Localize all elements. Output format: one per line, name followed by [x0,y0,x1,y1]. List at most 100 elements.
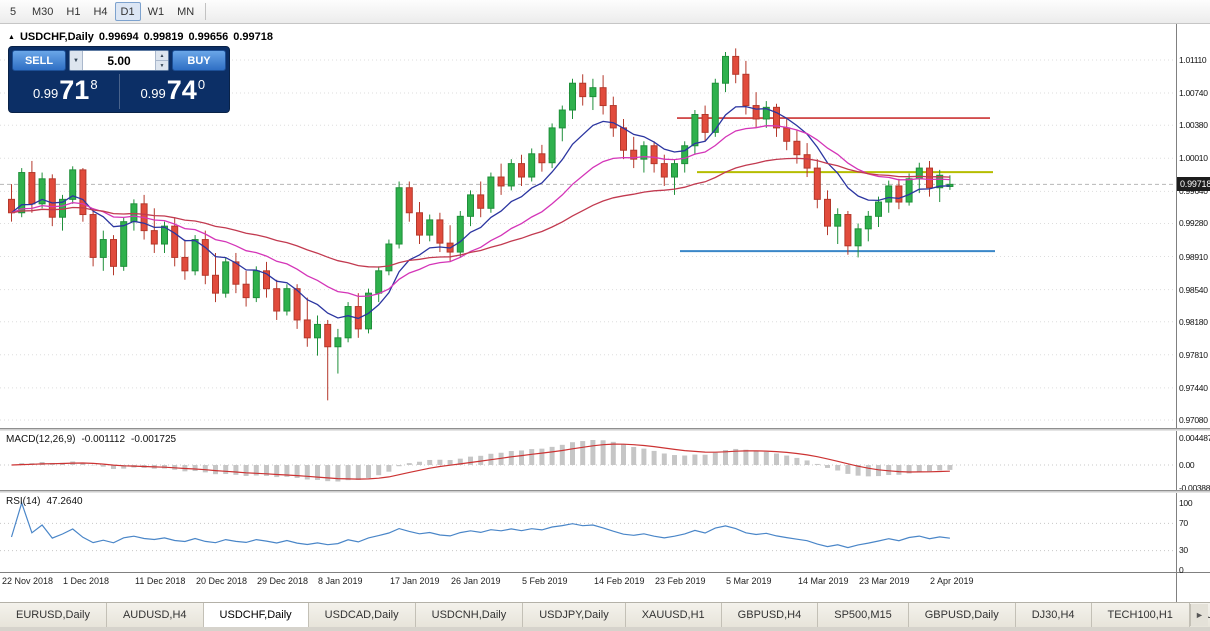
date-axis-label: 22 Nov 2018 [2,576,54,586]
price-axis-label: 1.00010 [1179,153,1208,163]
sell-button[interactable]: SELL [12,50,66,71]
sell-price-figure: 0.99 [32,86,59,101]
price-axis-label: 0.98540 [1179,285,1208,295]
chart-tab-USDCAD-Daily[interactable]: USDCAD,Daily [308,603,416,627]
buy-price-pips: 74 [166,75,197,105]
price-axis-label: 0.97080 [1179,415,1208,425]
price-axis-label: 0.98910 [1179,252,1208,262]
price-axis-label: 0.97440 [1179,383,1208,393]
price-axis-label: 1.00740 [1179,88,1208,98]
panel-divider[interactable] [0,428,1210,431]
timeframe-button-W1[interactable]: W1 [147,5,165,18]
chart-tab-AUDUSD-H4[interactable]: AUDUSD,H4 [106,603,204,627]
macd-axis-label: 0.004487 [1179,433,1210,443]
date-axis-label: 26 Jan 2019 [451,576,501,586]
rsi-line [10,501,950,549]
time-axis [0,572,1210,573]
volume-up-icon[interactable]: ▲ [156,51,168,61]
volume-spinner[interactable]: ▲ ▼ [155,51,168,70]
volume-down-icon[interactable]: ▼ [156,61,168,70]
ohlc-open: 0.99694 [98,31,139,43]
chart-tab-EURUSD-Daily[interactable]: EURUSD,Daily [0,603,107,627]
sell-price-pips: 71 [59,75,90,105]
rsi-indicator-chart[interactable] [0,493,1176,572]
buy-price-point: 0 [197,77,206,92]
date-axis-label: 14 Feb 2019 [594,576,645,586]
price-axis-label: 0.98180 [1179,317,1208,327]
volume-dropdown-icon[interactable]: ▼ [70,51,83,70]
rsi-value: 47.2640 [46,496,83,507]
date-axis-label: 2 Apr 2019 [930,576,974,586]
chart-title: ▲ USDCHF,Daily 0.99694 0.99819 0.99656 0… [8,31,273,43]
chart-tab-USDCHF-Daily[interactable]: USDCHF,Daily [203,603,309,627]
price-axis-label: 0.97810 [1179,350,1208,360]
chart-tab-DJ30-H4[interactable]: DJ30,H4 [1015,603,1092,627]
timeframe-button-5[interactable]: 5 [9,5,17,18]
buy-price[interactable]: 0.99 74 0 [118,74,227,109]
chart-tab-USDCNH-Daily[interactable]: USDCNH,Daily [415,603,524,627]
date-axis-label: 23 Feb 2019 [655,576,706,586]
chart-tab-GBPUSD-Daily[interactable]: GBPUSD,Daily [908,603,1016,627]
date-axis-label: 20 Dec 2018 [196,576,248,586]
chart-tabbar: EURUSD,Daily AUDUSD,H4 USDCHF,Daily USDCAD,… [0,602,1210,627]
macd-axis-label: -0.003883 [1179,483,1210,493]
date-axis-label: 29 Dec 2018 [257,576,309,586]
bottom-strip [0,627,1210,631]
timeframe-button-H1[interactable]: H1 [66,5,81,18]
main-price-chart[interactable] [0,24,1176,428]
chart-tab-USDJPY-Daily[interactable]: USDJPY,Daily [523,603,626,627]
macd-label: MACD(12,26,9) -0.001112 -0.001725 [6,434,176,445]
price-axis-label: 0.99640 [1179,186,1208,196]
ohlc-high: 0.99819 [143,31,184,43]
timeframe-button-D1[interactable]: D1 [114,2,141,21]
collapse-panel-icon[interactable]: ▲ [8,33,15,41]
symbol-period-label: USDCHF,Daily [19,31,94,43]
macd-histogram [19,440,953,482]
macd-signal-value: -0.001725 [131,434,177,445]
date-axis-label: 11 Dec 2018 [135,576,186,586]
date-axis-label: 17 Jan 2019 [390,576,440,586]
rsi-axis-label: 70 [1179,518,1188,528]
sell-price[interactable]: 0.99 71 8 [12,74,119,109]
rsi-axis-label: 0 [1179,565,1184,575]
macd-axis-label: 0.00 [1179,460,1195,470]
macd-signal-line [11,443,950,480]
moving-average-9 [11,105,950,320]
chart-tab-XAUUSD-H1[interactable]: XAUUSD,H1 [625,603,722,627]
panel-divider[interactable] [0,490,1210,493]
chart-tab-GBPUSD-H4[interactable]: GBPUSD,H4 [721,603,819,627]
timeframe-button-H4[interactable]: H4 [93,5,108,18]
volume-field[interactable]: ▼ 5.00 ▲ ▼ [69,50,169,71]
date-axis-label: 5 Feb 2019 [522,576,568,586]
macd-indicator-chart[interactable] [0,431,1176,490]
date-axis-label: 14 Mar 2019 [798,576,849,586]
one-click-trading-panel: SELL ▼ 5.00 ▲ ▼ BUY 0.99 71 8 [8,46,230,113]
price-axis-label: 0.99280 [1179,218,1208,228]
macd-name: MACD(12,26,9) [6,434,76,445]
buy-price-figure: 0.99 [140,86,166,101]
buy-button[interactable]: BUY [172,50,226,71]
current-price-badge: 0.99718 [1177,177,1210,191]
timeframe-button-MN[interactable]: MN [177,5,195,18]
date-axis-label: 23 Mar 2019 [859,576,910,586]
tab-scroll-right-button[interactable]: ► [1190,604,1208,626]
rsi-name: RSI(14) [6,496,41,507]
rsi-axis-label: 100 [1179,498,1193,508]
timeframe-button-M30[interactable]: M30 [32,5,54,18]
price-axis [1176,24,1210,602]
rsi-label: RSI(14) 47.2640 [6,496,83,507]
volume-value[interactable]: 5.00 [107,53,131,68]
macd-main-value: -0.001112 [81,434,126,445]
toolbar-separator [205,3,207,20]
moving-average-45 [11,157,950,268]
date-axis-label: 5 Mar 2019 [726,576,772,586]
timeframe-toolbar: 5 M30 H1 H4 D1 W1 MN [0,0,1210,24]
ohlc-close: 0.99718 [233,31,273,43]
price-axis-label: 1.00380 [1179,120,1208,130]
chart-tab-SP500-M15[interactable]: SP500,M15 [818,603,909,627]
moving-average-20 [11,125,950,298]
price-axis-label: 1.01110 [1179,55,1207,65]
ohlc-low: 0.99656 [188,31,229,43]
chart-tab-TECH100-H1[interactable]: TECH100,H1 [1091,603,1190,627]
